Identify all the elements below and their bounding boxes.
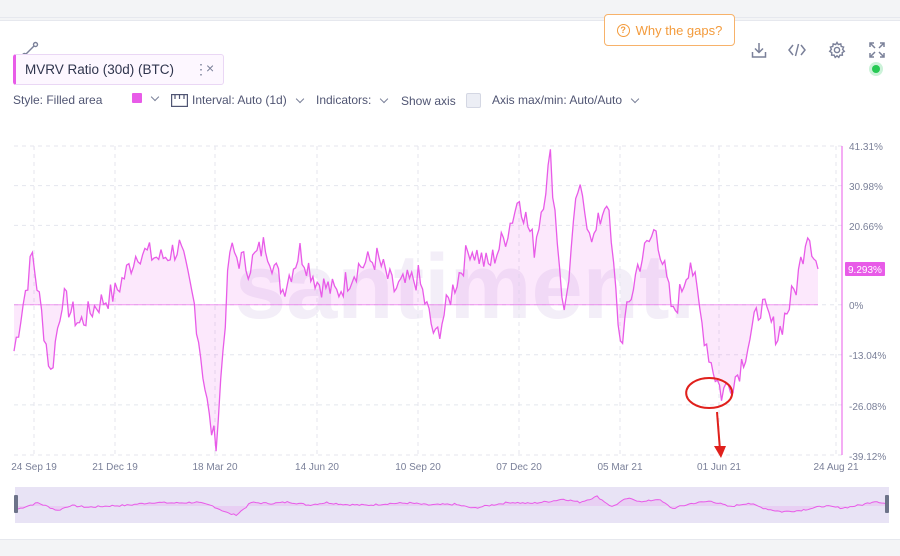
chevron-down-icon (630, 94, 640, 103)
metric-menu-icon[interactable]: ⋮ (194, 61, 208, 77)
chevron-down-icon (380, 94, 389, 103)
color-picker[interactable] (132, 92, 160, 103)
top-strip (0, 0, 900, 18)
show-axis-checkbox[interactable] (465, 93, 481, 108)
embed-code-icon[interactable] (786, 39, 808, 61)
why-the-gaps-button[interactable]: ? Why the gaps? (604, 14, 735, 46)
metric-label: MVRV Ratio (30d) (BTC) (25, 62, 175, 77)
chevron-down-icon (150, 92, 160, 101)
chevron-down-icon (295, 94, 304, 103)
show-axis-label: Show axis (401, 93, 456, 108)
color-swatch (132, 93, 142, 103)
show-axis-toggle[interactable]: Show axis (401, 93, 481, 108)
metric-close-icon[interactable]: × (206, 60, 215, 76)
indicators-label: Indicators: (316, 93, 372, 107)
download-icon[interactable] (748, 39, 770, 61)
question-circle-icon: ? (616, 23, 630, 37)
metric-tag[interactable]: MVRV Ratio (30d) (BTC) ⋮ × (13, 54, 224, 85)
fullscreen-icon[interactable] (866, 39, 888, 61)
interval-dropdown[interactable]: Interval: Auto (1d) (171, 93, 304, 107)
style-label: Style: Filled area (13, 93, 103, 107)
status-indicator (869, 62, 883, 76)
interval-icon (171, 93, 188, 107)
axis-minmax-label: Axis max/min: Auto/Auto (492, 93, 623, 107)
style-dropdown[interactable]: Style: Filled area (13, 93, 102, 107)
why-the-gaps-label: Why the gaps? (635, 22, 723, 38)
axis-minmax-dropdown[interactable]: Axis max/min: Auto/Auto (492, 93, 640, 107)
indicators-dropdown[interactable]: Indicators: (316, 93, 389, 107)
bottom-strip (0, 541, 900, 556)
interval-label: Interval: Auto (1d) (192, 93, 287, 107)
gear-icon[interactable] (826, 39, 848, 61)
